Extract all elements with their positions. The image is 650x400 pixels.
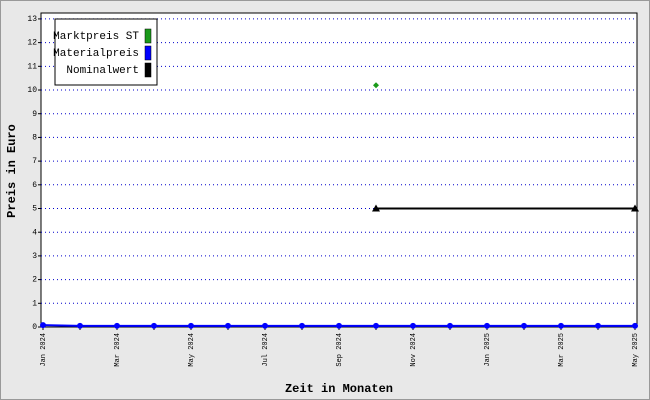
y-tick-label: 11 [27,62,37,71]
point [188,322,194,329]
point [631,204,639,212]
point [336,322,342,329]
legend: Marktpreis ST Materialpreis Nominalwert [53,18,158,86]
x-axis-title: Zeit in Monaten [285,382,393,396]
y-tick-label: 4 [32,228,37,237]
point [40,322,46,329]
legend-swatch [144,28,152,44]
x-tick-label: May 2025 [632,333,640,367]
y-tick-label: 5 [32,205,37,214]
point [262,322,268,329]
point [632,322,638,329]
point [484,322,490,329]
y-tick-label: 13 [27,15,37,24]
legend-swatch [144,62,152,78]
legend-label: Materialpreis [53,48,139,60]
point [447,322,453,329]
y-axis-title: Preis in Euro [5,124,19,218]
legend-swatch [144,45,152,61]
x-tick-label: Sep 2024 [336,333,344,367]
point [77,322,83,329]
point [225,322,231,329]
point [114,322,120,329]
point [558,322,564,329]
y-tick-label: 12 [27,39,37,48]
y-tick-label: 6 [32,181,37,190]
x-tick-label: Mar 2024 [114,333,122,367]
point [372,204,380,212]
legend-label: Marktpreis ST [53,31,139,43]
y-tick-label: 0 [32,323,37,332]
x-tick-label: May 2024 [188,333,196,367]
legend-label: Nominalwert [66,65,139,77]
point [373,322,379,329]
point [595,322,601,329]
point [299,322,305,329]
x-tick-label: Jul 2024 [262,333,270,367]
y-tick-label: 9 [32,110,37,119]
y-tick-label: 2 [32,276,37,285]
x-tick-label: Jan 2025 [484,333,492,367]
point [521,322,527,329]
y-tick-label: 7 [32,157,37,166]
y-tick-label: 8 [32,134,37,143]
point [151,322,157,329]
x-tick-label: Mar 2025 [558,333,566,367]
x-tick-label: Nov 2024 [410,333,418,367]
y-tick-label: 3 [32,252,37,261]
point [410,322,416,329]
y-tick-label: 1 [32,299,37,308]
y-tick-label: 10 [27,86,37,95]
point [373,82,379,89]
legend-box [54,18,158,86]
x-tick-label: Jan 2024 [40,333,48,367]
